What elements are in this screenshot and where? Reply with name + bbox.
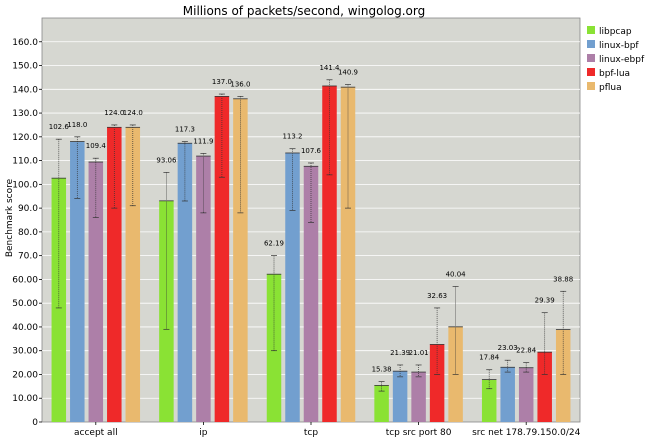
- x-tick-label: ip: [199, 428, 208, 438]
- data-label: 113.2: [282, 133, 302, 141]
- y-tick-label: 130.0: [12, 109, 38, 119]
- data-label: 15.38: [372, 366, 392, 374]
- bar: [500, 367, 515, 422]
- x-tick-label: tcp src port 80: [386, 428, 452, 438]
- bar: [214, 96, 230, 423]
- data-label: 21.01: [409, 349, 429, 357]
- y-axis-label: Benchmark score: [5, 178, 15, 257]
- legend-entry: libpcap: [599, 27, 632, 37]
- bar: [233, 98, 248, 423]
- y-tick-label: 110.0: [12, 157, 38, 167]
- legend-swatch: [587, 26, 595, 34]
- data-label: 21.39: [390, 349, 410, 357]
- data-label: 109.4: [86, 142, 107, 150]
- y-tick-label: 10.00: [12, 394, 38, 404]
- bar: [88, 162, 104, 423]
- bar: [107, 127, 122, 422]
- y-tick-label: 40.00: [12, 323, 38, 333]
- chart-title: Millions of packets/second, wingolog.org: [183, 4, 425, 18]
- data-label: 22.84: [516, 347, 537, 355]
- data-label: 124.0: [123, 109, 143, 117]
- legend-entry: pflua: [599, 83, 622, 93]
- data-label: 40.04: [446, 271, 467, 279]
- y-tick-label: 50.00: [12, 299, 38, 309]
- data-label: 117.3: [175, 126, 195, 134]
- bar: [374, 385, 389, 422]
- y-tick-label: 120.0: [12, 133, 38, 143]
- data-label: 38.88: [553, 275, 573, 283]
- y-tick-label: 60.00: [12, 275, 38, 285]
- legend: libpcap linux-bpf linux-ebpf bpf-lua pflua: [587, 26, 645, 93]
- legend-entry: linux-ebpf: [599, 55, 645, 65]
- data-label: 62.19: [264, 240, 284, 248]
- x-tick-label: accept all: [74, 428, 118, 438]
- y-tick-label: 80.0: [18, 228, 38, 238]
- bar: [411, 372, 426, 422]
- bar: [537, 352, 552, 422]
- x-tick-label: src net 178.79.150.0/24: [472, 428, 581, 438]
- bar: [125, 127, 141, 422]
- legend-swatch: [587, 40, 595, 48]
- bar: [555, 329, 571, 422]
- data-label: 107.6: [301, 147, 322, 155]
- y-tick-label: 30.00: [12, 347, 38, 357]
- bar: [196, 156, 211, 422]
- legend-swatch: [587, 54, 595, 62]
- bar: [340, 87, 356, 422]
- data-label: 140.9: [338, 69, 358, 77]
- data-label: 141.4: [319, 64, 340, 72]
- y-tick-label: 100.0: [12, 180, 38, 190]
- data-label: 32.63: [427, 292, 447, 300]
- data-label: 93.06: [156, 156, 177, 164]
- data-label: 29.39: [535, 297, 555, 305]
- y-tick-label: 70.0: [18, 252, 38, 262]
- x-tick-label: tcp: [304, 428, 318, 438]
- data-label: 136.0: [230, 80, 250, 88]
- bar: [429, 344, 445, 422]
- y-tick-label: 150.0: [12, 62, 38, 72]
- data-label: 23.03: [498, 344, 518, 352]
- y-tick-label: 0: [32, 418, 38, 428]
- legend-entry: linux-bpf: [599, 41, 639, 51]
- y-tick-label: 140.0: [12, 85, 38, 95]
- y-axis-ticks: 0 10.00 20.00 30.00 40.00 50.00 60.00 70.0 80.0 9…: [12, 38, 42, 428]
- bar: [285, 152, 300, 423]
- data-label: 111.9: [193, 137, 213, 145]
- legend-swatch: [587, 68, 595, 76]
- bar: [303, 166, 319, 422]
- x-axis-ticks: accept all ip tcp tcp src port 80 src net 17…: [74, 422, 581, 438]
- y-tick-label: 160.0: [12, 38, 38, 48]
- bar: [392, 371, 408, 422]
- bar: [518, 367, 534, 422]
- data-label: 17.84: [479, 354, 500, 362]
- legend-entry: bpf-lua: [599, 69, 630, 79]
- bar: [70, 141, 85, 422]
- bar: [177, 143, 193, 423]
- data-label: 137.0: [212, 78, 232, 86]
- data-label: 118.0: [67, 121, 87, 129]
- data-label: 102.6: [49, 123, 70, 131]
- y-tick-label: 20.00: [12, 370, 38, 380]
- legend-swatch: [587, 82, 595, 90]
- y-tick-label: 90.0: [18, 204, 38, 214]
- bar: [322, 85, 337, 423]
- bar: [481, 379, 497, 422]
- data-label: 124.0: [104, 109, 124, 117]
